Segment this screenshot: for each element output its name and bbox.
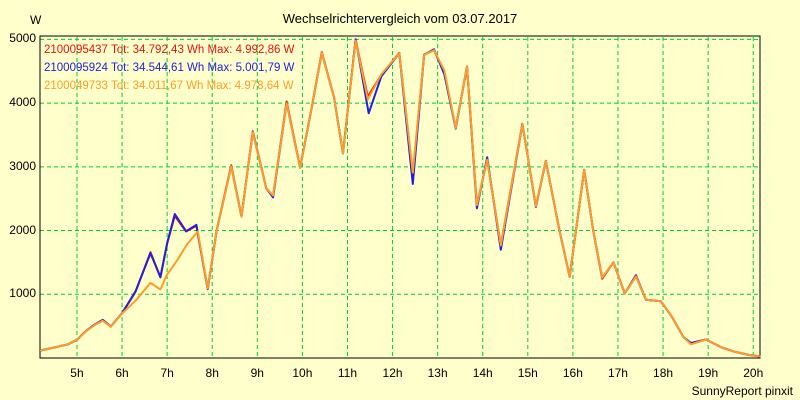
x-tick-label-5h: 5h — [70, 366, 84, 380]
x-tick-label-15h: 15h — [517, 366, 538, 380]
x-tick-label-7h: 7h — [160, 366, 174, 380]
x-tick-label-14h: 14h — [472, 366, 493, 380]
x-tick-label-9h: 9h — [250, 366, 264, 380]
x-tick-label-13h: 13h — [427, 366, 448, 380]
x-tick-label-16h: 16h — [562, 366, 583, 380]
y-axis-unit-label: W — [30, 13, 42, 27]
legend: 2100095437 Tot: 34.792,43 Wh Max: 4.992,… — [44, 41, 294, 95]
x-tick-label-6h: 6h — [115, 366, 129, 380]
legend-entry-orange: 2100049733 Tot: 34.011,67 Wh Max: 4.978,… — [44, 80, 294, 92]
x-tick-label-18h: 18h — [653, 366, 674, 380]
x-tick-label-12h: 12h — [382, 366, 403, 380]
x-tick-label-8h: 8h — [205, 366, 219, 380]
watermark-text: SunnyReport pinxit — [691, 384, 793, 398]
x-tick-label-17h: 17h — [607, 366, 628, 380]
legend-entry-blue: 2100095924 Tot: 34.544,61 Wh Max: 5.001,… — [44, 62, 295, 74]
y-tick-label-1000: 1000 — [9, 286, 36, 301]
y-tick-label-3000: 3000 — [9, 158, 36, 173]
legend-entry-red: 2100095437 Tot: 34.792,43 Wh Max: 4.992,… — [44, 44, 295, 56]
x-tick-label-19h: 19h — [698, 366, 719, 380]
x-tick-label-11h: 11h — [337, 366, 358, 380]
y-tick-label-2000: 2000 — [9, 222, 36, 237]
y-tick-label-4000: 4000 — [9, 95, 36, 110]
y-tick-label-5000: 5000 — [9, 31, 36, 46]
x-tick-label-20h: 20h — [743, 366, 764, 380]
plot-border — [39, 35, 761, 359]
series-line-2100049733 — [39, 39, 761, 358]
chart-title: Wechselrichtervergleich vom 03.07.2017 — [282, 11, 518, 26]
x-tick-label-10h: 10h — [292, 366, 313, 380]
